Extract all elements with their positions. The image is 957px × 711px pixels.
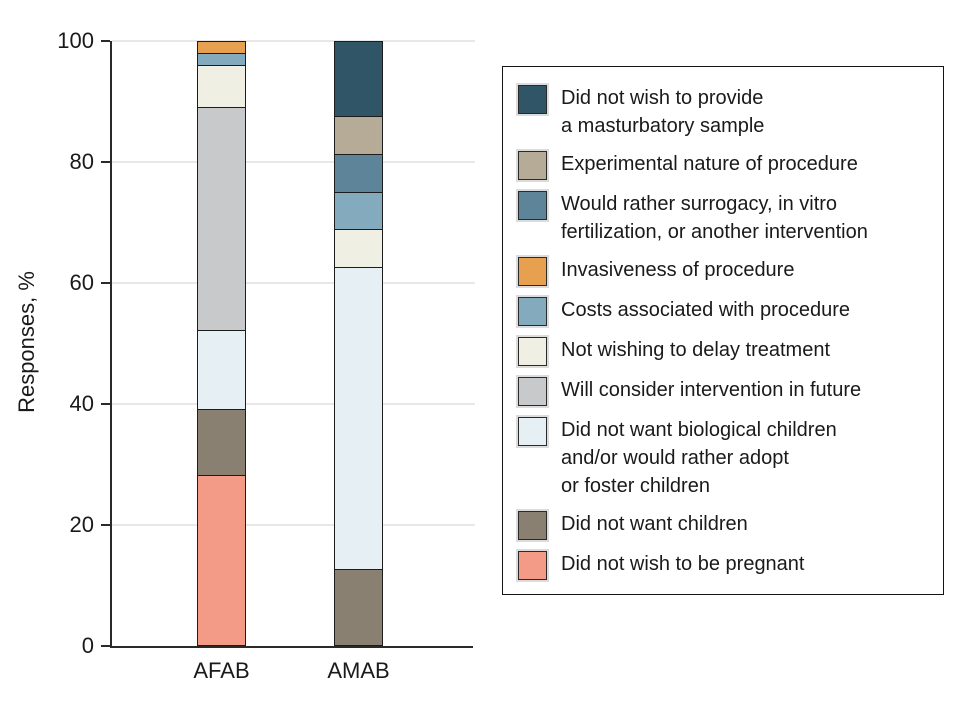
gridline	[112, 524, 475, 526]
bar-segment	[198, 108, 245, 332]
y-tick	[101, 161, 110, 163]
bar-segment	[335, 155, 382, 193]
legend-item: Did not wish to provide a masturbatory sa…	[518, 84, 931, 140]
y-tick	[101, 282, 110, 284]
gridline	[112, 282, 475, 284]
legend-swatch	[518, 85, 547, 114]
x-axis-label: AMAB	[327, 658, 390, 683]
bar-segment	[335, 42, 382, 118]
x-axis-label: AFAB	[193, 658, 250, 683]
legend-swatch	[518, 257, 547, 286]
legend-swatch	[518, 511, 547, 540]
legend-swatch	[518, 417, 547, 446]
legend-label: Would rather surrogacy, in vitro fertiliz…	[561, 193, 868, 243]
bar-segment	[198, 54, 245, 67]
legend-label: Costs associated with procedure	[561, 299, 851, 321]
bar-segment	[335, 268, 382, 570]
legend-label: Experimental nature of procedure	[561, 153, 858, 175]
bar-afab	[197, 41, 246, 646]
legend-item: Did not want biological children and/or w…	[518, 416, 931, 500]
legend-item: Would rather surrogacy, in vitro fertiliz…	[518, 190, 931, 246]
legend-label: Invasiveness of procedure	[561, 259, 795, 281]
y-tick-label: 20	[69, 512, 94, 537]
legend-swatch	[518, 297, 547, 326]
legend-swatch	[518, 191, 547, 220]
legend-label: Will consider intervention in future	[561, 379, 862, 401]
gridline	[112, 40, 475, 42]
bar-segment	[198, 331, 245, 410]
bar-segment	[198, 42, 245, 55]
legend-label: Did not wish to be pregnant	[561, 553, 805, 575]
legend-label: Did not want biological children and/or w…	[561, 419, 837, 497]
legend-label: Not wishing to delay treatment	[561, 339, 831, 361]
bar-amab	[334, 41, 383, 646]
y-tick-label: 60	[69, 270, 94, 295]
legend-label: Did not wish to provide a masturbatory sa…	[561, 87, 765, 137]
y-tick-label: 100	[57, 28, 94, 53]
y-tick-label: 80	[69, 149, 94, 174]
bar-segment	[335, 117, 382, 156]
legend-swatch	[518, 551, 547, 580]
legend-swatch	[518, 151, 547, 180]
legend-swatch	[518, 337, 547, 366]
y-tick	[101, 524, 110, 526]
y-tick	[101, 40, 110, 42]
legend-swatch	[518, 377, 547, 406]
bar-segment	[198, 476, 245, 645]
legend-item: Experimental nature of procedure	[518, 150, 931, 180]
gridline	[112, 161, 475, 163]
y-tick	[101, 403, 110, 405]
plot-area	[110, 40, 475, 648]
legend-item: Did not wish to be pregnant	[518, 550, 931, 580]
legend-item: Costs associated with procedure	[518, 296, 931, 326]
legend-item: Not wishing to delay treatment	[518, 336, 931, 366]
bar-segment	[335, 569, 382, 645]
bar-segment	[198, 409, 245, 477]
bar-segment	[198, 66, 245, 109]
y-tick-label: 0	[81, 633, 94, 658]
gridline	[112, 403, 475, 405]
bar-segment	[335, 192, 382, 231]
bar-segment	[335, 230, 382, 269]
legend-item: Invasiveness of procedure	[518, 256, 931, 286]
y-tick-label: 40	[69, 391, 94, 416]
y-tick	[101, 645, 110, 647]
legend-label: Did not want children	[561, 513, 748, 535]
legend: Did not wish to provide a masturbatory sa…	[502, 66, 944, 595]
legend-item: Did not want children	[518, 510, 931, 540]
legend-item: Will consider intervention in future	[518, 376, 931, 406]
